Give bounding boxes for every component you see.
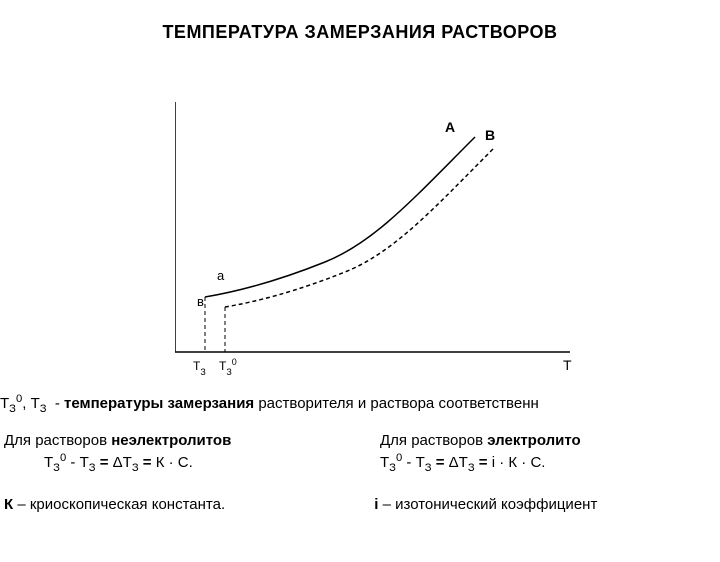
definition-line: ТЗ0, ТЗ - температуры замерзания раствор… — [0, 392, 720, 418]
right-heading: Для растворов электролито — [380, 432, 581, 449]
page-title: ТЕМПЕРАТУРА ЗАМЕРЗАНИЯ РАСТВОРОВ — [0, 22, 720, 43]
xtick-t30: ТЗ0 — [219, 357, 237, 377]
nonelectrolyte-block: Для растворов неэлектролитов ТЗ0 - ТЗ = … — [4, 430, 340, 477]
label-a: A — [445, 119, 455, 135]
x-axis-label: T — [563, 357, 572, 373]
electrolyte-block: Для растворов электролито ТЗ0 - ТЗ = ΔТЗ… — [340, 430, 716, 477]
right-formula: ТЗ0 - ТЗ = ΔТЗ = i · К · С. — [380, 454, 545, 471]
phase-diagram: P T A B а в ТЗ ТЗ0 — [175, 102, 575, 372]
left-heading: Для растворов неэлектролитов — [4, 432, 231, 449]
k-definition: К – криоскопическая константа. — [4, 494, 346, 515]
i-definition: i – изотонический коэффициент — [364, 494, 716, 515]
label-b-small: в — [197, 294, 204, 309]
xtick-t3: ТЗ — [193, 359, 206, 377]
label-a-small: а — [217, 268, 225, 283]
constants-row: К – криоскопическая константа. i – изото… — [0, 494, 720, 515]
formulas-row: Для растворов неэлектролитов ТЗ0 - ТЗ = … — [0, 430, 720, 477]
left-formula: ТЗ0 - ТЗ = ΔТЗ = К · С. — [4, 454, 193, 471]
label-b: B — [485, 127, 495, 143]
curve-a — [205, 137, 475, 297]
